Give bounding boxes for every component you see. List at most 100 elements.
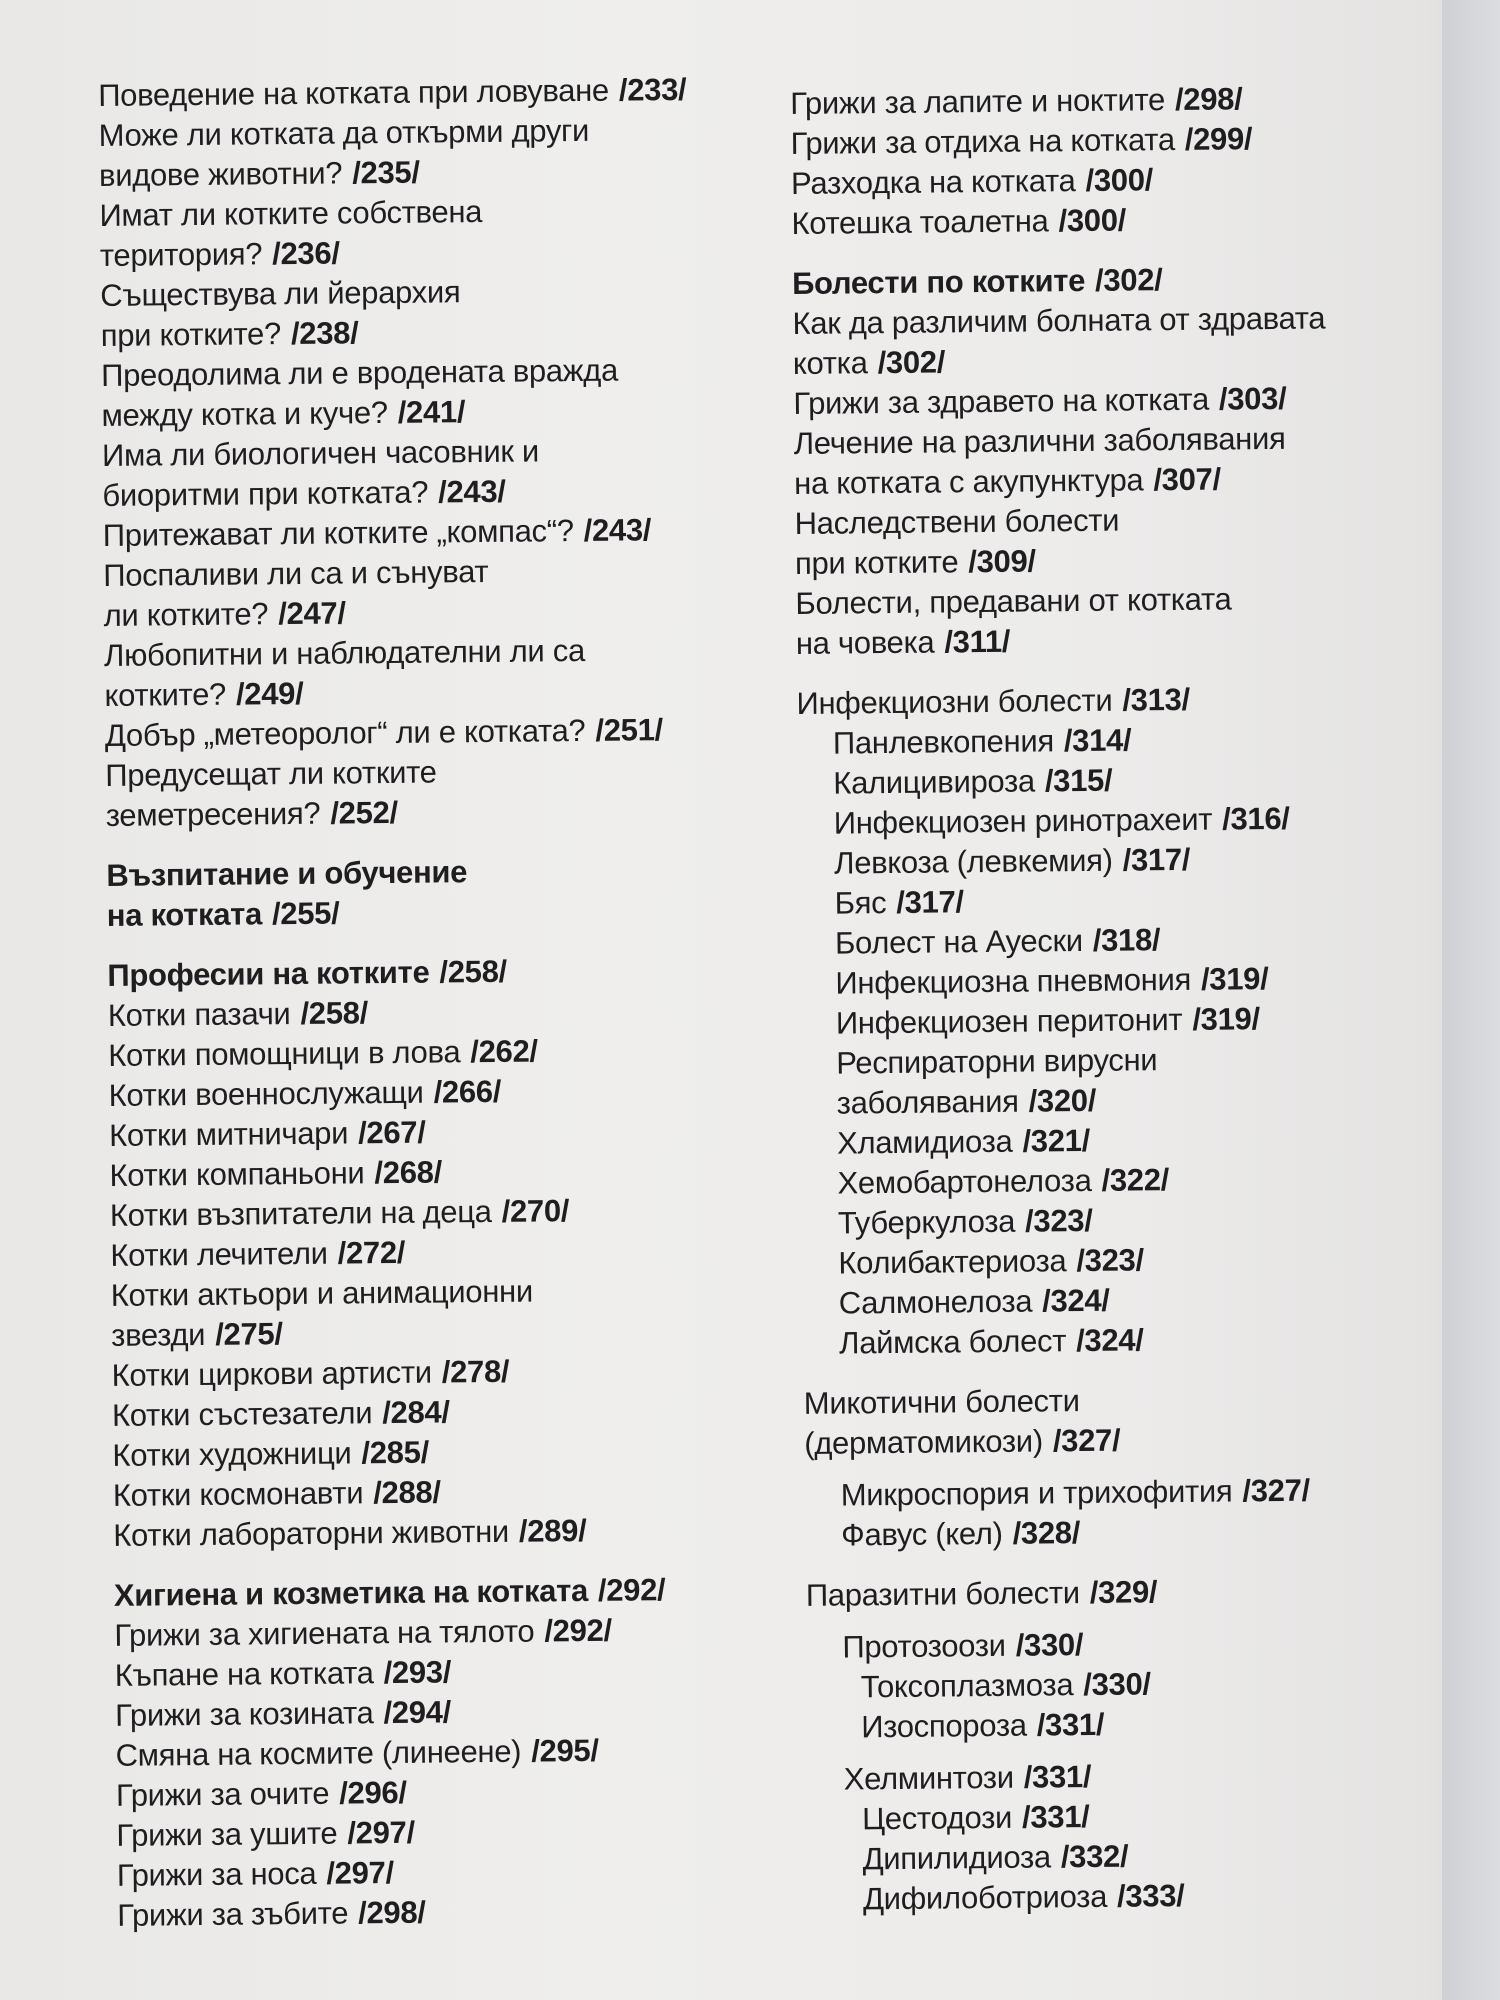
toc-page-number: /288/: [373, 1474, 441, 1511]
toc-entry-title: Грижи за козината: [114, 1695, 374, 1733]
toc-entry-title: Грижи за носа: [116, 1855, 317, 1893]
toc-entry: Притежават ли котките „компас“?/243/: [103, 509, 783, 556]
toc-entry-title: Болест на Ауески: [834, 922, 1083, 961]
toc-entry-line: котка/302/: [793, 337, 1433, 384]
toc-entry-title: Поспаливи ли са и сънуват: [103, 553, 489, 593]
toc-page-number: /321/: [1022, 1122, 1091, 1159]
contents-column-left: Поведение на котката при ловуване/233/Мо…: [98, 69, 797, 1936]
toc-entry: Цестодози/331/: [808, 1793, 1448, 1840]
toc-entry: Грижи за ушите/297/: [116, 1809, 796, 1856]
toc-entry-line: Смяна на космите (линеене)/295/: [115, 1729, 795, 1776]
toc-entry: Лаймска болест/324/: [803, 1317, 1443, 1364]
toc-entry: Поспаливи ли са и сънуват ли котките?/247…: [103, 549, 784, 636]
toc-entry-line: Хемобартонелоза/322/: [837, 1157, 1441, 1203]
toc-entry-line: на човека/311/: [796, 617, 1436, 664]
toc-entry-title: Котки военнослужащи: [108, 1074, 424, 1113]
toc-entry-title: Левкоза (левкемия): [833, 842, 1113, 881]
toc-entry-line: Левкоза (левкемия)/317/: [834, 837, 1438, 883]
toc-entry: Може ли котката да откърми други видове ж…: [98, 109, 779, 196]
toc-entry: Предусещат ли котките земетресения?/252/: [105, 749, 786, 836]
toc-page-number: /323/: [1024, 1202, 1093, 1239]
toc-entry-title: Грижи за зъбите: [117, 1895, 349, 1933]
toc-entry-line: котките?/249/: [104, 669, 784, 716]
toc-entry: Грижи за отдиха на котката/299/: [790, 117, 1430, 164]
toc-entry-title: Възпитание и обучение: [106, 854, 468, 893]
toc-entry-line: Котки военнослужащи/266/: [108, 1069, 788, 1116]
toc-entry-line: Има ли биологичен часовник и: [102, 429, 782, 476]
toc-entry-title: Котки космонавти: [112, 1475, 364, 1513]
toc-entry: Котки актьори и анимационни звезди/275/: [111, 1269, 792, 1356]
toc-section: Хигиена и козметика на котката/292/: [114, 1569, 794, 1616]
toc-entry-line: Фавус (кел)/328/: [841, 1509, 1445, 1555]
toc-entry-line: Любопитни и наблюдателни ли са: [104, 629, 784, 676]
toc-entry-line: Хелминтози/331/: [844, 1753, 1448, 1799]
toc-page-number: /297/: [326, 1855, 395, 1891]
toc-entry-title: Грижи за ушите: [116, 1815, 338, 1853]
toc-entry-title: Котки лечители: [110, 1235, 328, 1273]
toc-entry-line: Болести, предавани от котката: [795, 577, 1435, 624]
toc-entry: Панлевкопения/314/: [797, 717, 1437, 764]
toc-entry-title: Притежават ли котките „компас“?: [102, 513, 574, 553]
toc-page-number: /267/: [357, 1114, 426, 1151]
toc-entry-line: Цестодози/331/: [862, 1793, 1448, 1839]
toc-entry-line: на котката/255/: [107, 889, 787, 936]
toc-entry-title: биоритми при котката?: [102, 474, 429, 513]
toc-entry: Изоспороза/331/: [807, 1701, 1447, 1748]
toc-entry-title: Респираторни вирусни: [836, 1042, 1158, 1081]
toc-entry-line: Професии на котките/258/: [107, 949, 787, 996]
toc-page-number: /331/: [1023, 1758, 1092, 1795]
toc-page-number: /331/: [1036, 1706, 1105, 1743]
toc-entry-title: Котки художници: [112, 1435, 352, 1473]
toc-entry: Грижи за хигиената на тялото/292/: [114, 1609, 794, 1656]
toc-entry-title: звезди: [111, 1316, 206, 1353]
toc-entry-line: Грижи за отдиха на котката/299/: [790, 117, 1430, 164]
toc-entry: Котки военнослужащи/266/: [108, 1069, 788, 1116]
toc-entry-title: на котката с акупунктура: [794, 462, 1144, 501]
toc-page-number: /258/: [439, 953, 508, 990]
toc-entry-line: Инфекциозен перитонит/319/: [836, 997, 1440, 1043]
toc-entry-line: Имат ли котките собствена: [99, 189, 779, 236]
toc-entry-line: Грижи за зъбите/298/: [117, 1889, 797, 1936]
toc-entry-line: Възпитание и обучение: [106, 849, 786, 896]
toc-entry-title: Токсоплазмоза: [860, 1667, 1074, 1705]
toc-page-number: /272/: [337, 1234, 406, 1271]
toc-entry-line: Колибактериоза/323/: [838, 1237, 1442, 1283]
toc-entry-line: Микроспория и трихофития/327/: [841, 1469, 1445, 1515]
toc-entry-title: на котката: [106, 896, 263, 933]
toc-entry-line: Предусещат ли котките: [105, 749, 785, 796]
toc-entry-line: Бяс/317/: [834, 877, 1438, 923]
toc-entry-title: Паразитни болести: [805, 1575, 1080, 1613]
toc-page-number: /330/: [1015, 1627, 1084, 1663]
toc-page-number: /300/: [1085, 162, 1154, 198]
toc-entry: Салмонелоза/324/: [803, 1277, 1443, 1324]
toc-entry-title: Туберкулоза: [837, 1203, 1016, 1241]
toc-page-number: /324/: [1042, 1282, 1110, 1319]
toc-entry-title: Любопитни и наблюдателни ли са: [103, 632, 586, 673]
toc-page-number: /236/: [272, 235, 340, 272]
toc-entry-line: Грижи за здравето на котката/303/: [793, 377, 1433, 424]
toc-entry-title: Котки помощници в лова: [108, 1034, 461, 1073]
toc-entry-line: Поспаливи ли са и сънуват: [103, 549, 783, 596]
toc-page-number: /302/: [1094, 262, 1163, 298]
toc-entry-title: Фавус (кел): [841, 1515, 1003, 1553]
toc-entry: Котки помощници в лова/262/: [108, 1029, 788, 1076]
toc-entry-line: Котки състезатели/284/: [112, 1389, 792, 1436]
toc-entry-line: ли котките?/247/: [103, 589, 783, 636]
toc-entry-title: Салмонелоза: [838, 1283, 1033, 1321]
toc-entry-title: Грижи за отдиха на котката: [790, 121, 1176, 161]
toc-section: Възпитание и обучение на котката/255/: [106, 849, 787, 936]
toc-entry: Котки художници/285/: [112, 1429, 792, 1476]
toc-entry: Бяс/317/: [798, 877, 1438, 924]
toc-entry-line: Инфекциозен ринотрахеит/316/: [834, 797, 1438, 843]
toc-entry-line: Респираторни вирусни: [836, 1037, 1440, 1083]
toc-page-number: /328/: [1012, 1515, 1081, 1551]
toc-page-number: /247/: [278, 595, 346, 632]
toc-page-number: /302/: [877, 344, 946, 381]
toc-page-number: /315/: [1044, 762, 1113, 799]
toc-entry: Лечение на различни заболявания на коткат…: [794, 417, 1435, 504]
toc-page-number: /317/: [1122, 841, 1191, 878]
toc-entry-line: Разходка на котката/300/: [791, 157, 1431, 204]
toc-entry-line: Котки лечители/272/: [110, 1229, 790, 1276]
toc-page-number: /275/: [215, 1316, 283, 1352]
toc-entry-line: Микотични болести: [804, 1377, 1444, 1424]
